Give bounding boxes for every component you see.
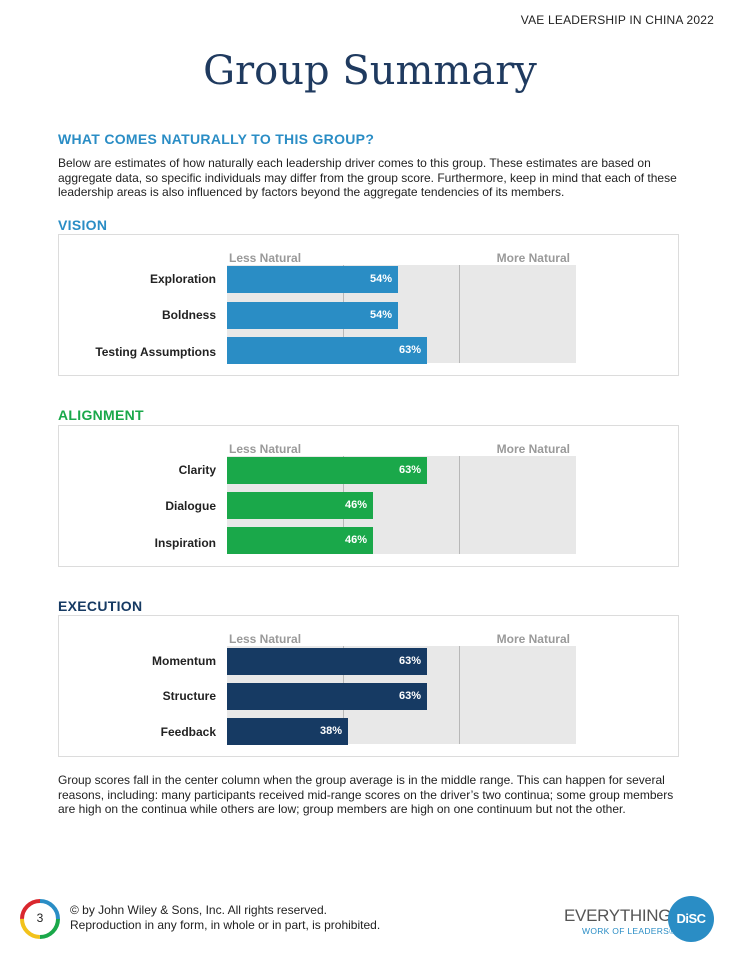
bar-dialogue: 46% — [227, 492, 373, 519]
alignment-panel: Less Natural More Natural Clarity 63% Di… — [58, 425, 679, 567]
row-label-exploration: Exploration — [149, 272, 216, 286]
intro-text: Below are estimates of how naturally eac… — [58, 156, 677, 199]
scale-divider — [459, 265, 460, 363]
bar-value: 63% — [398, 344, 421, 356]
scale-less-label: Less Natural — [229, 442, 302, 456]
brand-subtitle: WORK OF LEADERS® — [582, 926, 676, 936]
section-title-execution: EXECUTION — [58, 598, 143, 614]
row-label-dialogue: Dialogue — [165, 499, 216, 513]
bar-boldness: 54% — [227, 302, 398, 329]
section-title-vision: VISION — [58, 217, 108, 233]
bar-feedback: 38% — [227, 718, 348, 745]
bar-momentum: 63% — [227, 648, 427, 675]
vision-panel: Less Natural More Natural Exploration 54… — [58, 234, 679, 376]
row-label-feedback: Feedback — [160, 725, 216, 739]
bar-inspiration: 46% — [227, 527, 373, 554]
scale-less-label: Less Natural — [229, 251, 302, 265]
disc-logo-badge: DiSC — [668, 896, 714, 942]
page-number: 3 — [36, 911, 44, 925]
row-label-momentum: Momentum — [152, 654, 216, 668]
row-label-inspiration: Inspiration — [154, 536, 216, 550]
bar-structure: 63% — [227, 683, 427, 710]
bar-value: 54% — [369, 273, 392, 285]
bar-value: 38% — [319, 725, 342, 737]
scale-more-label: More Natural — [496, 251, 570, 265]
bar-value: 54% — [369, 309, 392, 321]
section-title-alignment: ALIGNMENT — [58, 407, 144, 423]
bar-value: 63% — [398, 464, 421, 476]
row-label-structure: Structure — [162, 689, 216, 703]
bar-testing-assumptions: 63% — [227, 337, 427, 364]
bar-value: 63% — [398, 690, 421, 702]
row-label-testing-assumptions: Testing Assumptions — [95, 345, 216, 359]
scale-more-label: More Natural — [496, 442, 570, 456]
scale-divider — [459, 456, 460, 554]
brand-wordmark: EVERYTHING — [564, 906, 672, 925]
page-title: Group Summary — [203, 48, 537, 94]
copyright: © by John Wiley & Sons, Inc. All rights … — [70, 903, 380, 933]
bar-value: 46% — [344, 534, 367, 546]
bar-clarity: 63% — [227, 457, 427, 484]
disc-ring-icon — [20, 899, 60, 939]
scale-less-label: Less Natural — [229, 632, 302, 646]
row-label-clarity: Clarity — [178, 463, 216, 477]
execution-panel: Less Natural More Natural Momentum 63% S… — [58, 615, 679, 757]
report-title: VAE LEADERSHIP IN CHINA 2022 — [520, 13, 714, 27]
bar-exploration: 54% — [227, 266, 398, 293]
bar-value: 46% — [344, 499, 367, 511]
explanation-text: Group scores fall in the center column w… — [58, 773, 674, 816]
scale-divider — [459, 646, 460, 744]
copyright-line-2: Reproduction in any form, in whole or in… — [70, 918, 381, 932]
row-label-boldness: Boldness — [161, 308, 216, 322]
scale-more-label: More Natural — [496, 632, 570, 646]
intro-heading: WHAT COMES NATURALLY TO THIS GROUP? — [58, 131, 375, 147]
copyright-line-1: © by John Wiley & Sons, Inc. All rights … — [70, 903, 327, 917]
bar-value: 63% — [398, 655, 421, 667]
